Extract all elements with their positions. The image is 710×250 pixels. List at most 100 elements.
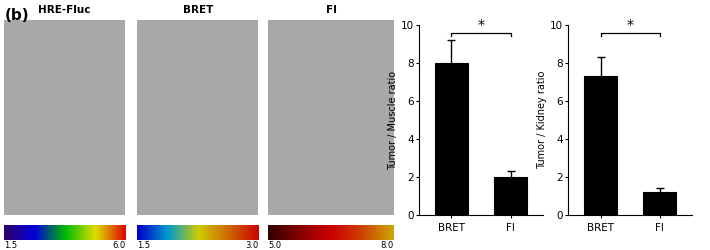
Text: FI: FI (325, 5, 337, 15)
Bar (298, 225, 300, 240)
Bar (28, 225, 30, 240)
Bar (287, 225, 289, 240)
Bar (392, 225, 394, 240)
Bar (81, 225, 83, 240)
Bar (149, 225, 151, 240)
Bar (381, 225, 383, 240)
Bar (38, 225, 39, 240)
Bar (234, 225, 236, 240)
Bar (209, 225, 210, 240)
Bar (30, 225, 32, 240)
Y-axis label: Tumor / Kidney ratio: Tumor / Kidney ratio (537, 71, 547, 169)
Bar (189, 225, 190, 240)
Bar (312, 225, 315, 240)
Bar (102, 225, 104, 240)
Bar (92, 225, 94, 240)
Bar (9, 225, 11, 240)
Bar (46, 225, 48, 240)
Bar (323, 225, 325, 240)
Bar (113, 225, 115, 240)
Bar (57, 225, 59, 240)
Bar (351, 225, 354, 240)
Bar (63, 225, 65, 240)
Bar (170, 225, 173, 240)
Bar (300, 225, 302, 240)
Bar (324, 225, 327, 240)
Bar (305, 225, 306, 240)
Bar (284, 225, 286, 240)
Bar (175, 225, 177, 240)
Bar (329, 225, 332, 240)
Bar (213, 225, 215, 240)
Bar (386, 225, 388, 240)
Bar (109, 225, 111, 240)
Bar (137, 20, 258, 215)
Bar (297, 225, 298, 240)
Bar (643, 192, 676, 215)
Bar (285, 225, 288, 240)
Bar (383, 225, 385, 240)
Bar (158, 225, 160, 240)
Bar (270, 225, 272, 240)
Text: HRE-Fluc: HRE-Fluc (38, 5, 91, 15)
Bar (237, 225, 239, 240)
Bar (364, 225, 366, 240)
Bar (86, 225, 88, 240)
Bar (271, 225, 273, 240)
Bar (358, 225, 359, 240)
Bar (201, 225, 203, 240)
Bar (322, 225, 324, 240)
Bar (75, 225, 77, 240)
Bar (334, 225, 336, 240)
Bar (307, 225, 310, 240)
Bar (173, 225, 175, 240)
Bar (58, 225, 60, 240)
Bar (317, 225, 319, 240)
Bar (228, 225, 230, 240)
Bar (196, 225, 198, 240)
Bar (327, 225, 328, 240)
Bar (290, 225, 293, 240)
Bar (229, 225, 231, 240)
Bar (104, 225, 106, 240)
Bar (166, 225, 168, 240)
Bar (66, 225, 68, 240)
Text: 3.0: 3.0 (245, 241, 258, 250)
Bar (107, 225, 109, 240)
Bar (50, 225, 51, 240)
Bar (11, 225, 13, 240)
Bar (356, 225, 358, 240)
Bar (121, 225, 123, 240)
Bar (6, 225, 7, 240)
Bar (200, 225, 201, 240)
Bar (55, 225, 58, 240)
Text: (b): (b) (5, 8, 29, 22)
Bar (83, 225, 84, 240)
Bar (376, 225, 378, 240)
Bar (494, 177, 527, 215)
Bar (319, 225, 320, 240)
Bar (118, 225, 119, 240)
Bar (336, 225, 338, 240)
Bar (119, 225, 121, 240)
Bar (293, 225, 295, 240)
Bar (367, 225, 369, 240)
Bar (222, 225, 224, 240)
Bar (251, 225, 253, 240)
Bar (160, 225, 162, 240)
Bar (172, 225, 174, 240)
Bar (16, 225, 18, 240)
Bar (375, 225, 377, 240)
Bar (207, 225, 209, 240)
Bar (36, 225, 38, 240)
Bar (361, 225, 363, 240)
Bar (80, 225, 82, 240)
Bar (233, 225, 234, 240)
Bar (163, 225, 165, 240)
Bar (151, 225, 153, 240)
Bar (195, 225, 197, 240)
Text: 6.0: 6.0 (112, 241, 125, 250)
Bar (384, 225, 386, 240)
Bar (77, 225, 79, 240)
Bar (137, 225, 139, 240)
